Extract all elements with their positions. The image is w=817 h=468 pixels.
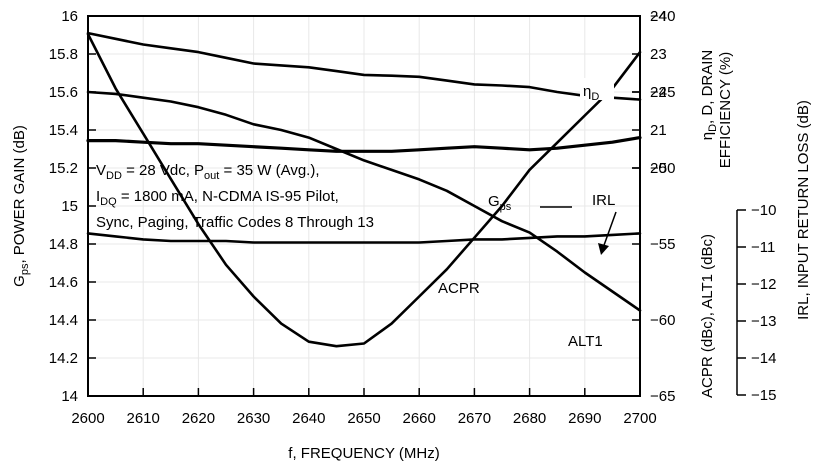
y-axis-irl-label: IRL, INPUT RETURN LOSS (dB)	[795, 100, 812, 320]
x-axis-label: f, FREQUENCY (MHz)	[288, 445, 439, 462]
acpr-label: ACPR	[438, 280, 480, 297]
y-acpr-tick-label: −65	[650, 388, 675, 405]
alt1-label: ALT1	[568, 333, 603, 350]
series-line-gain-gps	[86, 90, 642, 312]
test-conditions: VDD = 28 Vdc, Pout = 35 W (Avg.), IDQ = …	[96, 162, 374, 231]
y-left-tick-label: 16	[61, 8, 78, 25]
irl-arrow	[602, 211, 617, 249]
y-acpr-tick-label: −50	[650, 160, 675, 177]
series-line-efficiency-d	[86, 31, 642, 101]
y-irl-tick-label: −15	[751, 387, 776, 404]
x-tick-label: 2700	[623, 410, 656, 427]
y-left-tick-label: 14.4	[49, 312, 78, 329]
y-left-tick-label: 15.2	[49, 160, 78, 177]
y-irl-tick-label: −10	[751, 202, 776, 219]
eta-label-bg	[580, 78, 614, 100]
condition-line-3: Sync, Paging, Traffic Codes 8 Through 13	[96, 214, 374, 231]
x-tick-label: 2660	[403, 410, 436, 427]
y-left-tick-label: 14.2	[49, 350, 78, 367]
gps-label: Gps	[488, 193, 512, 213]
x-tick-label: 2680	[513, 410, 546, 427]
x-tick-label: 2610	[127, 410, 160, 427]
x-tick-label: 2600	[71, 410, 104, 427]
y-axis-acpr-label: ACPR (dBc), ALT1 (dBc)	[699, 234, 716, 398]
y-irl-tick-label: −13	[751, 313, 776, 330]
tick-layer: 2600 2610 2620 2630 2640 2650 2660 2670 2680 2690…	[49, 8, 777, 427]
series-line-acpr-acpr	[86, 136, 642, 153]
x-tick-label: 2640	[292, 410, 325, 427]
y-eff-tick-label: 21	[650, 122, 667, 139]
series-line-acpr-alt1	[86, 232, 642, 244]
condition-line-1: VDD = 28 Vdc, Pout = 35 W (Avg.),	[96, 162, 320, 182]
y-acpr-tick-label: −45	[650, 84, 675, 101]
y-left-tick-label: 14	[61, 388, 78, 405]
eta-label: ηD	[583, 83, 599, 103]
y-left-tick-label: 14.8	[49, 236, 78, 253]
y-irl-tick-label: −12	[751, 276, 776, 293]
irl-arrowhead	[598, 243, 609, 255]
series-line-irl-irl	[86, 32, 642, 348]
y-left-tick-label: 14.6	[49, 274, 78, 291]
x-tick-label: 2690	[568, 410, 601, 427]
x-tick-label: 2620	[182, 410, 215, 427]
y-eff-tick-label: 20	[650, 160, 667, 177]
y-eff-tick-label: 24	[650, 8, 667, 25]
condition-line-2: IDQ = 1800 mA, N-CDMA IS-95 Pilot,	[96, 188, 339, 208]
y-left-tick-label: 15.4	[49, 122, 78, 139]
y-acpr-tick-label: −40	[650, 8, 675, 25]
x-tick-label: 2650	[347, 410, 380, 427]
series-layer	[86, 31, 642, 348]
y-irl-tick-label: −14	[751, 350, 776, 367]
y-acpr-tick-label: −55	[650, 236, 675, 253]
y-left-tick-label: 15	[61, 198, 78, 215]
y-eff-tick-label: 22	[650, 84, 667, 101]
y-acpr-tick-label: −60	[650, 312, 675, 329]
y-left-tick-label: 15.8	[49, 46, 78, 63]
x-tick-label: 2670	[458, 410, 491, 427]
irl-label: IRL	[592, 192, 615, 209]
y-eff-tick-label: 23	[650, 46, 667, 63]
x-tick-label: 2630	[237, 410, 270, 427]
y-left-tick-label: 15.6	[49, 84, 78, 101]
y-axis-left-label: Gps, POWER GAIN (dB)	[11, 125, 31, 287]
y-irl-tick-label: −11	[751, 239, 775, 256]
y-axis-efficiency-label-line2: EFFICIENCY (%)	[717, 52, 734, 168]
y-axis-efficiency-label: ηD, D, DRAIN	[699, 50, 719, 140]
